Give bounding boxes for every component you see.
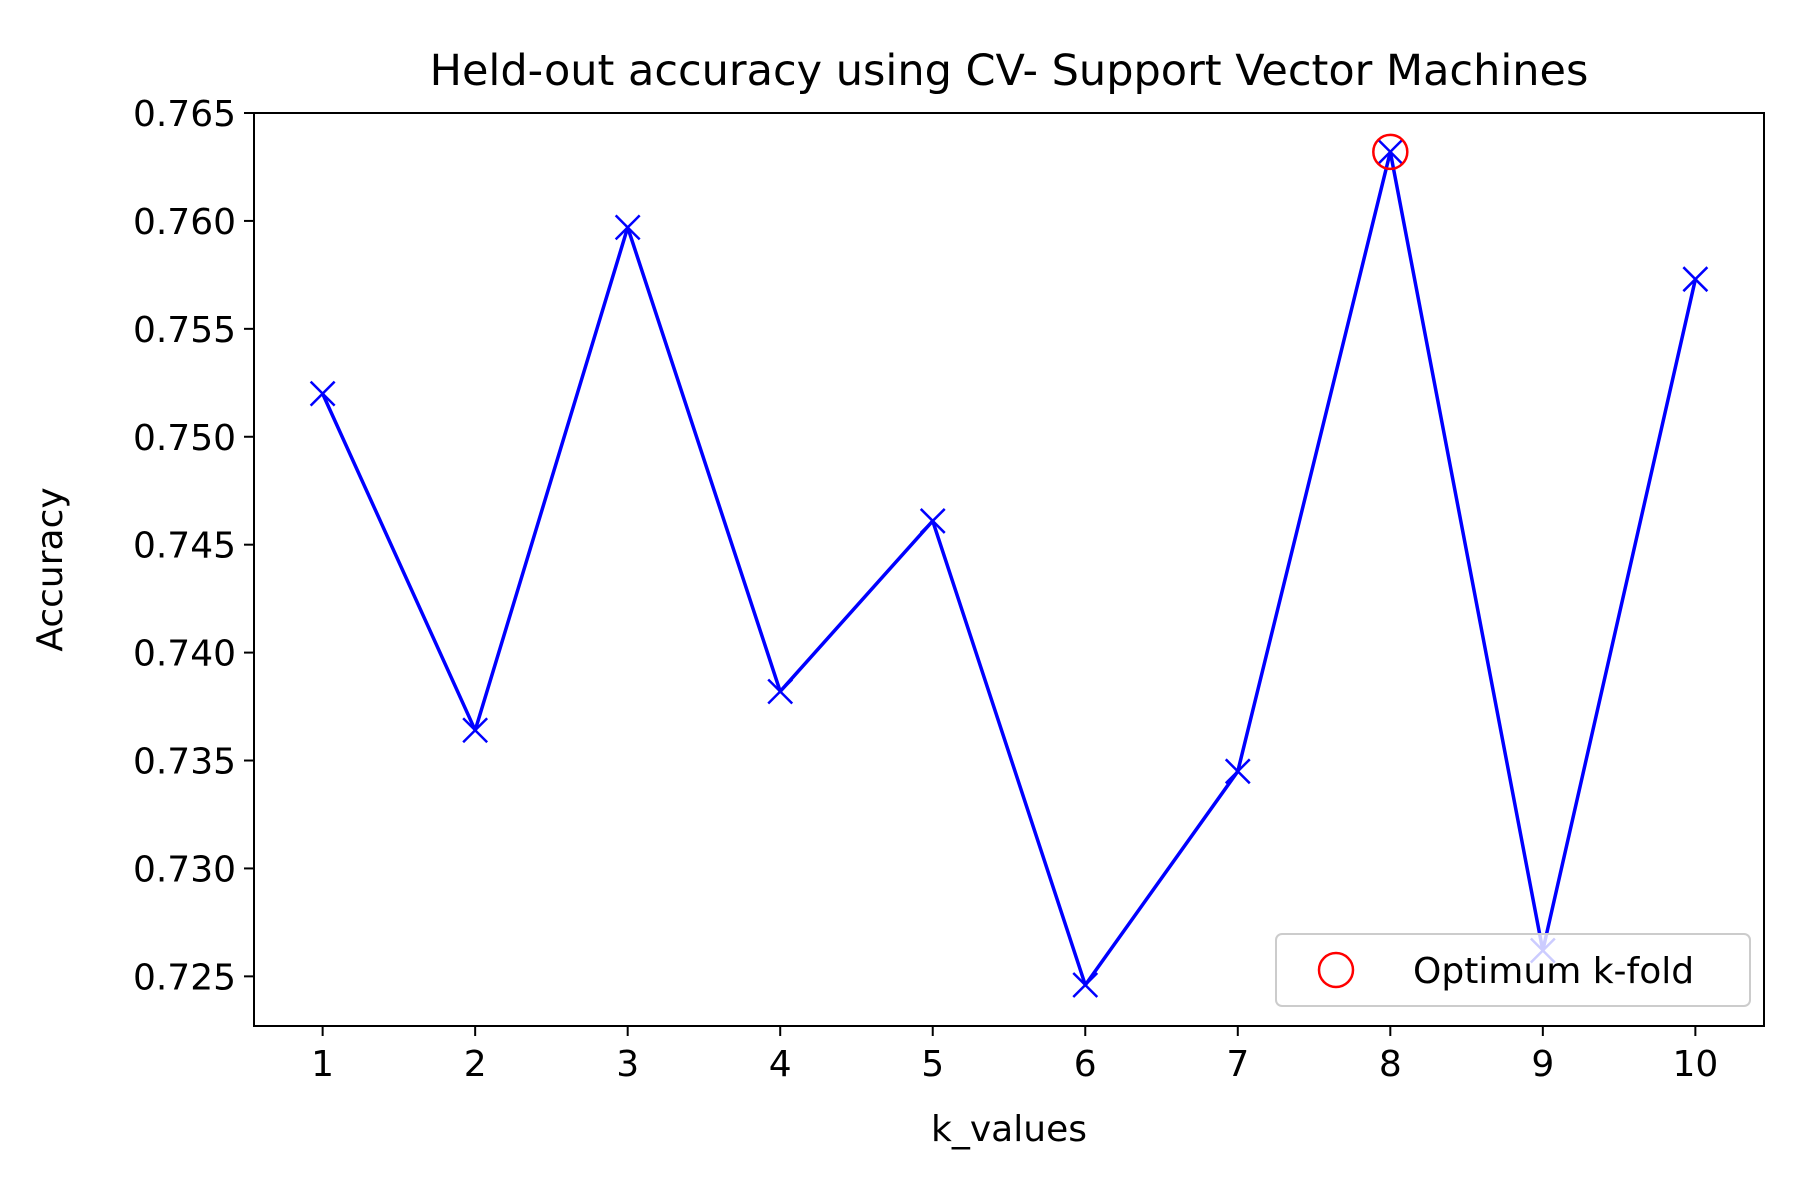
data-point-marker [919, 508, 946, 534]
series-layer [309, 138, 1709, 998]
legend: Optimum k-fold [1275, 933, 1751, 1007]
x-tick-label: 10 [1672, 1044, 1718, 1085]
data-point-marker [1682, 266, 1709, 293]
x-tick-label: 5 [921, 1044, 944, 1085]
marker-stroke [1377, 138, 1404, 165]
legend-marker-optimum [1317, 951, 1355, 989]
data-point-marker [614, 214, 641, 241]
chart-title: Held-out accuracy using CV- Support Vect… [430, 46, 1589, 96]
y-axis-ticks: 0.725 0.730 0.735 0.740 0.745 0.750 0.755 0.760… [133, 94, 254, 998]
x-axis-ticks: 1 2 3 4 5 6 7 8 9 10 [311, 1026, 1718, 1085]
marker-stroke [462, 717, 489, 744]
legend-box [1275, 933, 1751, 1007]
y-tick-label: 0.725 [133, 957, 236, 998]
y-tick-label: 0.765 [133, 94, 236, 135]
marker-stroke [767, 678, 794, 705]
data-point-marker [1377, 138, 1404, 165]
y-tick-label: 0.750 [133, 418, 236, 459]
x-tick-label: 7 [1226, 1044, 1249, 1085]
data-point-marker [1072, 972, 1099, 998]
plot-area [254, 113, 1764, 1026]
x-tick-label: 4 [769, 1044, 792, 1085]
marker-stroke [1224, 758, 1251, 785]
y-tick-label: 0.760 [133, 202, 236, 243]
y-tick-label: 0.735 [133, 742, 236, 783]
marker-stroke [309, 380, 336, 407]
marker-stroke [919, 508, 946, 534]
data-point-marker [309, 380, 336, 407]
marker-stroke [1072, 972, 1099, 998]
x-tick-label: 9 [1531, 1044, 1554, 1085]
highlight-layer [1372, 133, 1409, 171]
y-tick-label: 0.730 [133, 849, 236, 890]
data-point-marker [1224, 758, 1251, 785]
y-tick-label: 0.755 [133, 310, 236, 351]
y-tick-label: 0.740 [133, 634, 236, 675]
series-line [321, 150, 1698, 987]
x-tick-label: 8 [1379, 1044, 1402, 1085]
data-point-marker [462, 717, 489, 744]
x-tick-label: 3 [616, 1044, 639, 1085]
marker-stroke [614, 214, 641, 241]
plot-frame [253, 112, 1765, 1027]
optimum-marker [1372, 133, 1409, 171]
x-tick-label: 2 [464, 1044, 487, 1085]
x-tick-label: 1 [311, 1044, 334, 1085]
legend-label-optimum: Optimum k-fold [1413, 951, 1694, 992]
marker-stroke [1682, 266, 1709, 293]
data-point-marker [767, 678, 794, 705]
x-axis-title: k_values [931, 1109, 1087, 1150]
y-tick-label: 0.745 [133, 526, 236, 567]
x-tick-label: 6 [1074, 1044, 1097, 1085]
y-axis-title: Accuracy [30, 487, 71, 651]
